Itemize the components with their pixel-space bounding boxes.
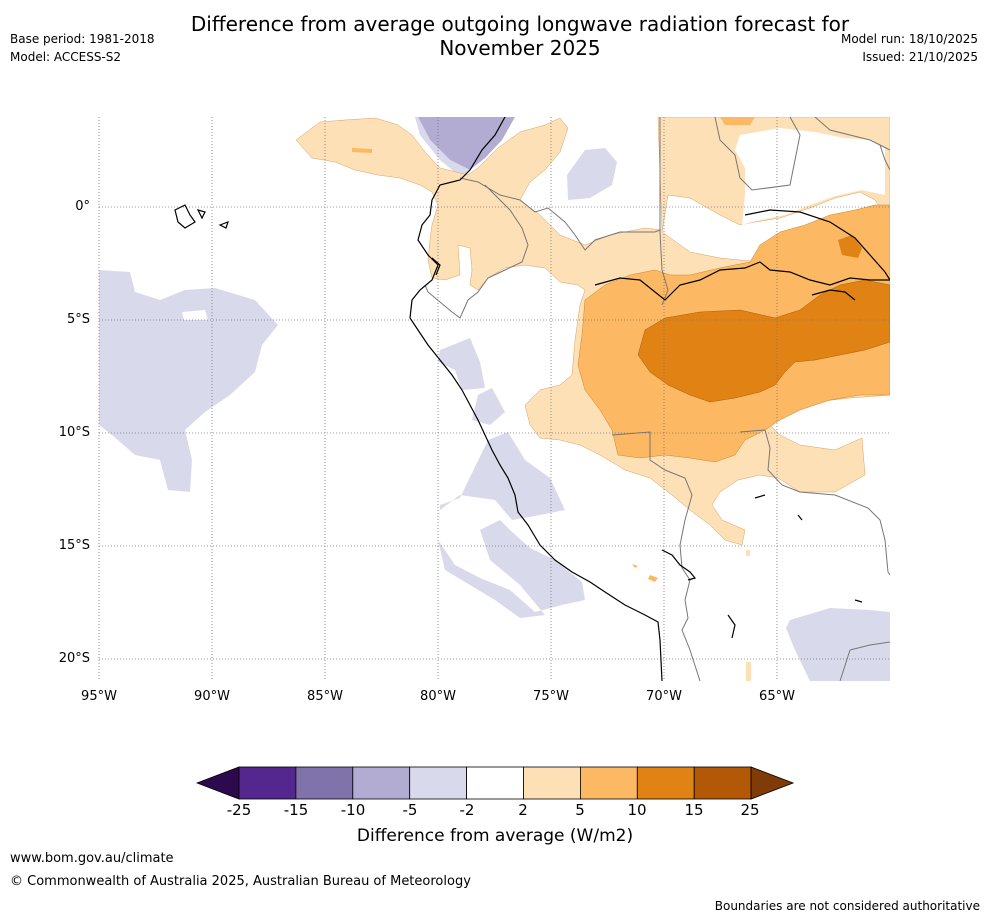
lat-label: 5°S (66, 312, 90, 327)
anomaly-region-positive (746, 550, 750, 556)
colorbar-tick: 10 (627, 801, 647, 819)
anomaly-region-negative (438, 432, 585, 618)
anomaly-region-negative (567, 148, 617, 200)
colorbar-extend-low (196, 766, 240, 800)
boundary-disclaimer: Boundaries are not considered authoritat… (714, 899, 980, 913)
colorbar-tick: -5 (402, 801, 418, 819)
anomaly-region-negative (786, 608, 890, 681)
anomaly-region-positive-moderate (648, 575, 658, 582)
lon-label: 80°W (420, 689, 456, 704)
colorbar-cell (636, 766, 695, 800)
anomaly-region-positive (735, 128, 885, 225)
coastline (174, 117, 890, 681)
page-title: Difference from average outgoing longwav… (190, 12, 850, 60)
colorbar-label: Difference from average (W/m2) (356, 826, 634, 846)
lon-label: 95°W (81, 689, 117, 704)
model-name: Model: ACCESS-S2 (10, 50, 122, 64)
anomaly-region-negative (438, 338, 485, 390)
map-fields (99, 117, 890, 681)
anomaly-region-negative-deeper (418, 117, 515, 170)
lon-label: 75°W (533, 689, 569, 704)
anomaly-region-negative (415, 117, 470, 178)
colorbar-cell (352, 766, 411, 800)
country-borders (424, 117, 890, 681)
anomaly-region-positive-strong (637, 279, 890, 403)
lat-label: 15°S (58, 538, 90, 553)
colorbar (196, 766, 795, 800)
colorbar-tick: 15 (684, 801, 704, 819)
lat-label: 20°S (58, 651, 90, 666)
lon-label: 85°W (307, 689, 343, 704)
issued-date: Issued: 21/10/2025 (862, 50, 978, 64)
colorbar-tick: -25 (226, 801, 252, 819)
anomaly-region-positive (746, 662, 751, 681)
colorbar-extend-high (750, 766, 795, 800)
base-period: Base period: 1981-2018 (10, 32, 155, 46)
lat-label: 0° (75, 199, 90, 214)
colorbar-cell (238, 766, 297, 800)
anomaly-region-positive-moderate (632, 564, 638, 568)
lat-label: 10°S (58, 425, 90, 440)
colorbar-cell (693, 766, 752, 800)
colorbar-cell (295, 766, 354, 800)
anomaly-region-positive-moderate (720, 117, 755, 125)
colorbar-tick: -2 (459, 801, 475, 819)
lon-label: 70°W (646, 689, 682, 704)
anomaly-region-negative (472, 388, 505, 425)
model-run: Model run: 18/10/2025 (840, 32, 978, 46)
colorbar-tick: 5 (575, 801, 585, 819)
website-link[interactable]: www.bom.gov.au/climate (10, 851, 174, 866)
colorbar-cell (466, 766, 524, 800)
colorbar-tick: -15 (283, 801, 309, 819)
graticule (98, 117, 890, 681)
lon-label: 65°W (759, 689, 795, 704)
anomaly-region-positive-moderate (352, 148, 372, 153)
anomaly-region-positive-strong (838, 235, 862, 258)
colorbar-cell (523, 766, 581, 800)
colorbar-tick: 25 (740, 801, 760, 819)
colorbar-cell (409, 766, 467, 800)
copyright-notice: © Commonwealth of Australia 2025, Austra… (10, 874, 471, 889)
colorbar-cell (579, 766, 638, 800)
anomaly-region-negative (99, 270, 278, 492)
colorbar-tick: 2 (518, 801, 528, 819)
lon-label: 90°W (194, 689, 230, 704)
anomaly-region-negative (182, 310, 208, 320)
colorbar-tick: -10 (340, 801, 366, 819)
header-left: Base period: 1981-2018 Model: ACCESS-S2 (10, 30, 155, 66)
header-right: Model run: 18/10/2025 Issued: 21/10/2025 (841, 30, 978, 66)
